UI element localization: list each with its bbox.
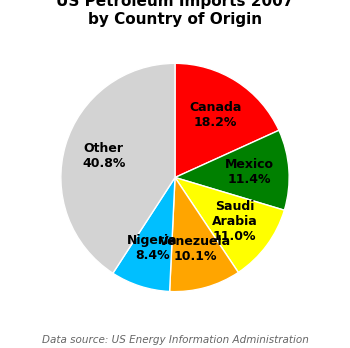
Wedge shape <box>61 63 175 273</box>
Wedge shape <box>175 63 279 177</box>
Text: Canada
18.2%: Canada 18.2% <box>189 101 241 129</box>
Text: Saudi
Arabia
11.0%: Saudi Arabia 11.0% <box>212 200 258 243</box>
Text: Venezuela
10.1%: Venezuela 10.1% <box>159 235 231 263</box>
Wedge shape <box>113 177 175 292</box>
Title: US Petroleum Imports 2007
by Country of Origin: US Petroleum Imports 2007 by Country of … <box>56 0 294 27</box>
Text: Data source: US Energy Information Administration: Data source: US Energy Information Admin… <box>42 334 308 345</box>
Wedge shape <box>175 130 289 210</box>
Text: Nigeria
8.4%: Nigeria 8.4% <box>127 234 177 262</box>
Text: Mexico
11.4%: Mexico 11.4% <box>224 158 273 187</box>
Wedge shape <box>175 177 284 272</box>
Wedge shape <box>170 177 238 292</box>
Text: Other
40.8%: Other 40.8% <box>82 142 126 171</box>
